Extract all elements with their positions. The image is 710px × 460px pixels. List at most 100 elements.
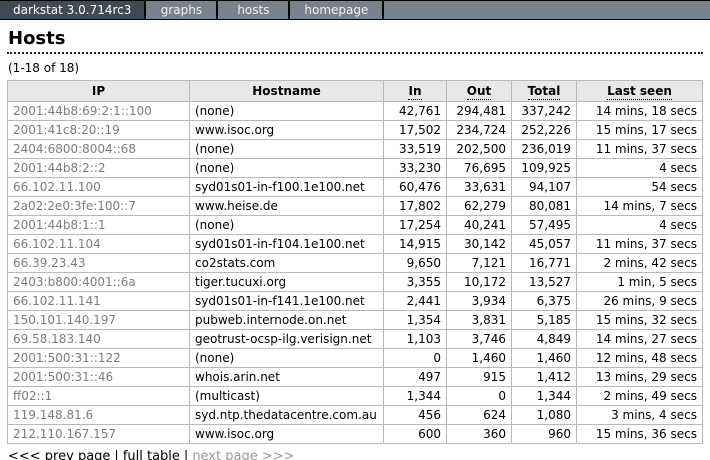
hosts-table: IP Hostname In Out Total Last seen 2001:… <box>7 80 703 444</box>
host-in-bytes: 17,802 <box>383 196 447 216</box>
host-hostname: syd.ntp.thedatacentre.com.au <box>189 405 384 425</box>
col-header-in[interactable]: In <box>383 80 447 102</box>
host-out-bytes: 294,481 <box>446 101 512 121</box>
host-hostname: (none) <box>189 139 384 159</box>
next-page-link: next page >>> <box>192 449 295 460</box>
host-hostname: www.isoc.org <box>189 120 384 140</box>
sort-last-seen-link: Last seen <box>607 84 672 100</box>
host-ip: 212.110.167.157 <box>7 424 190 444</box>
host-hostname: (none) <box>189 158 384 178</box>
nav-item-homepage[interactable]: homepage <box>290 1 385 19</box>
host-in-bytes: 33,230 <box>383 158 447 178</box>
host-ip: 2001:41c8:20::19 <box>7 120 190 140</box>
prev-page-link[interactable]: <<< prev page <box>8 449 111 460</box>
host-out-bytes: 7,121 <box>446 253 512 273</box>
nav-item-hosts[interactable]: hosts <box>218 1 291 19</box>
host-in-bytes: 600 <box>383 424 447 444</box>
host-in-bytes: 1,344 <box>383 386 447 406</box>
host-total-bytes: 16,771 <box>511 253 577 273</box>
col-header-ip: IP <box>7 80 190 102</box>
full-table-link[interactable]: full table <box>122 449 180 460</box>
col-header-hostname: Hostname <box>189 80 384 102</box>
host-last-seen: 4 secs <box>576 215 703 235</box>
host-out-bytes: 915 <box>446 367 512 387</box>
host-row: 2001:500:31::46 whois.arin.net 497 915 1… <box>7 367 703 387</box>
host-row: 2001:500:31::122 (none) 0 1,460 1,460 12… <box>7 348 703 368</box>
host-in-bytes: 456 <box>383 405 447 425</box>
host-ip: 2403:b800:4001::6a <box>7 272 190 292</box>
host-in-bytes: 17,254 <box>383 215 447 235</box>
host-total-bytes: 94,107 <box>511 177 577 197</box>
host-total-bytes: 13,527 <box>511 272 577 292</box>
host-ip: ff02::1 <box>7 386 190 406</box>
host-in-bytes: 497 <box>383 367 447 387</box>
host-ip: 2001:500:31::122 <box>7 348 190 368</box>
host-total-bytes: 1,412 <box>511 367 577 387</box>
host-hostname: (multicast) <box>189 386 384 406</box>
host-in-bytes: 1,103 <box>383 329 447 349</box>
host-in-bytes: 1,354 <box>383 310 447 330</box>
host-hostname: pubweb.internode.on.net <box>189 310 384 330</box>
col-header-out[interactable]: Out <box>446 80 512 102</box>
host-hostname: www.isoc.org <box>189 424 384 444</box>
host-ip: 69.58.183.140 <box>7 329 190 349</box>
host-total-bytes: 6,375 <box>511 291 577 311</box>
col-header-last-seen[interactable]: Last seen <box>576 80 703 102</box>
sort-total-link: Total <box>527 84 561 100</box>
host-in-bytes: 33,519 <box>383 139 447 159</box>
host-row: 2001:41c8:20::19 www.isoc.org 17,502 234… <box>7 120 703 140</box>
host-row: 2403:b800:4001::6a tiger.tucuxi.org 3,35… <box>7 272 703 292</box>
host-out-bytes: 360 <box>446 424 512 444</box>
host-last-seen: 15 mins, 36 secs <box>576 424 703 444</box>
host-ip: 2001:44b8:1::1 <box>7 215 190 235</box>
host-hostname: (none) <box>189 215 384 235</box>
pager-separator: | <box>114 449 119 460</box>
host-in-bytes: 60,476 <box>383 177 447 197</box>
host-out-bytes: 10,172 <box>446 272 512 292</box>
host-total-bytes: 337,242 <box>511 101 577 121</box>
host-total-bytes: 45,057 <box>511 234 577 254</box>
host-row: 66.102.11.141 syd01s01-in-f141.1e100.net… <box>7 291 703 311</box>
host-last-seen: 3 mins, 4 secs <box>576 405 703 425</box>
host-total-bytes: 1,344 <box>511 386 577 406</box>
host-ip: 150.101.140.197 <box>7 310 190 330</box>
host-hostname: (none) <box>189 101 384 121</box>
host-total-bytes: 236,019 <box>511 139 577 159</box>
host-row: 2404:6800:8004::68 (none) 33,519 202,500… <box>7 139 703 159</box>
host-total-bytes: 4,849 <box>511 329 577 349</box>
host-in-bytes: 2,441 <box>383 291 447 311</box>
host-last-seen: 14 mins, 27 secs <box>576 329 703 349</box>
host-row: 2001:44b8:2::2 (none) 33,230 76,695 109,… <box>7 158 703 178</box>
host-out-bytes: 33,631 <box>446 177 512 197</box>
app-title: darkstat 3.0.714rc3 <box>0 1 147 19</box>
host-ip: 2001:500:31::46 <box>7 367 190 387</box>
host-hostname: co2stats.com <box>189 253 384 273</box>
host-ip: 119.148.81.6 <box>7 405 190 425</box>
sort-out-link: Out <box>466 84 492 100</box>
pager: <<< prev page | full table | next page >>> <box>8 449 710 460</box>
host-hostname: (none) <box>189 348 384 368</box>
host-hostname: whois.arin.net <box>189 367 384 387</box>
host-last-seen: 26 mins, 9 secs <box>576 291 703 311</box>
host-in-bytes: 0 <box>383 348 447 368</box>
host-ip: 2404:6800:8004::68 <box>7 139 190 159</box>
host-out-bytes: 1,460 <box>446 348 512 368</box>
host-last-seen: 14 mins, 18 secs <box>576 101 703 121</box>
host-out-bytes: 202,500 <box>446 139 512 159</box>
host-out-bytes: 234,724 <box>446 120 512 140</box>
host-last-seen: 11 mins, 37 secs <box>576 234 703 254</box>
host-ip: 66.102.11.104 <box>7 234 190 254</box>
nav-item-graphs[interactable]: graphs <box>146 1 219 19</box>
host-last-seen: 14 mins, 7 secs <box>576 196 703 216</box>
col-header-total[interactable]: Total <box>511 80 577 102</box>
host-row: 69.58.183.140 geotrust-ocsp-ilg.verisign… <box>7 329 703 349</box>
top-nav-bar: darkstat 3.0.714rc3 graphs hosts homepag… <box>0 0 710 20</box>
host-out-bytes: 40,241 <box>446 215 512 235</box>
host-last-seen: 2 mins, 42 secs <box>576 253 703 273</box>
host-in-bytes: 17,502 <box>383 120 447 140</box>
host-out-bytes: 76,695 <box>446 158 512 178</box>
host-ip: 2001:44b8:69:2:1::100 <box>7 101 190 121</box>
host-out-bytes: 3,746 <box>446 329 512 349</box>
host-ip: 2001:44b8:2::2 <box>7 158 190 178</box>
host-total-bytes: 5,185 <box>511 310 577 330</box>
